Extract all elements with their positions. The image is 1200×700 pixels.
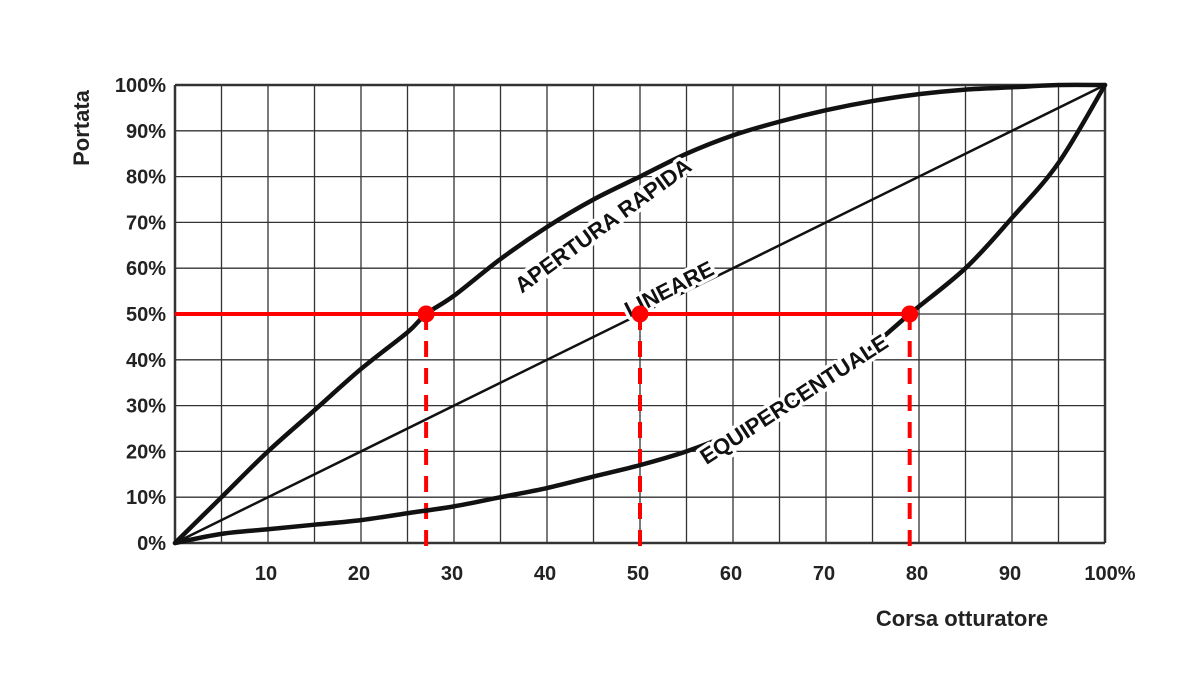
y-tick-label: 40% bbox=[126, 350, 166, 372]
curve-equipercentuale bbox=[172, 82, 1108, 546]
reference-point bbox=[631, 305, 649, 323]
x-tick-label: 70 bbox=[813, 563, 835, 585]
reference-lines bbox=[175, 312, 912, 551]
x-tick-label: 50 bbox=[627, 563, 649, 585]
curve-label: EQUIPERCENTUALE bbox=[695, 329, 892, 469]
reference-points bbox=[417, 305, 919, 323]
y-tick-label: 50% bbox=[126, 304, 166, 326]
y-tick-label: 80% bbox=[126, 167, 166, 189]
y-tick-label: 60% bbox=[126, 258, 166, 280]
x-tick-label: 20 bbox=[348, 563, 370, 585]
y-tick-label: 10% bbox=[126, 487, 166, 509]
y-tick-label: 0% bbox=[137, 533, 166, 555]
y-tick-label: 20% bbox=[126, 441, 166, 463]
y-tick-label: 100% bbox=[115, 75, 166, 97]
tick-labels: 0% 10% 20% 30% 40% 50% 60% 70% 80% 90% 100% 10 20 30 4… bbox=[115, 75, 1136, 585]
reference-point bbox=[417, 305, 435, 323]
reference-point bbox=[901, 305, 919, 323]
y-axis-title: Portata bbox=[69, 89, 94, 166]
y-tick-label: 90% bbox=[126, 121, 166, 143]
x-tick-label: 40 bbox=[534, 563, 556, 585]
x-tick-label: 60 bbox=[720, 563, 742, 585]
x-tick-label: 90 bbox=[999, 563, 1021, 585]
x-tick-label: 10 bbox=[255, 563, 277, 585]
y-tick-label: 30% bbox=[126, 396, 166, 418]
x-tick-label: 30 bbox=[441, 563, 463, 585]
curve-apertura-rapida bbox=[172, 82, 1108, 546]
x-axis-title: Corsa otturatore bbox=[876, 606, 1048, 631]
x-tick-label: 100% bbox=[1084, 563, 1135, 585]
y-tick-label: 70% bbox=[126, 212, 166, 234]
x-tick-label: 80 bbox=[906, 563, 928, 585]
